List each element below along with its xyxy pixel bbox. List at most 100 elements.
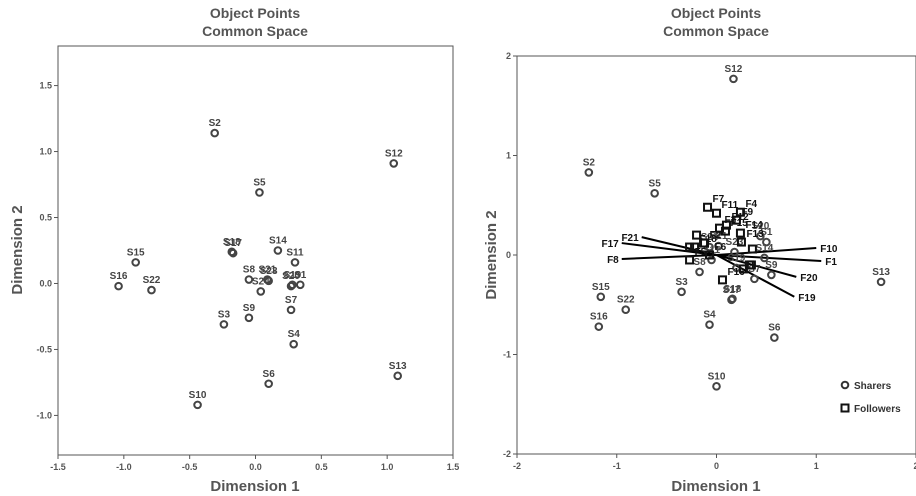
right-chart-title-line1: Object Points [671, 5, 761, 21]
sharer-point-label: S6 [768, 323, 781, 334]
sharer-point-marker [730, 247, 739, 257]
follower-point-label: F6 [715, 242, 727, 253]
follower-point-label: F3 [724, 215, 736, 226]
left-point-label: S9 [243, 303, 256, 314]
left-point-marker [256, 287, 266, 296]
follower-vector-label: F8 [607, 255, 619, 266]
left-point-marker [147, 285, 156, 295]
follower-point-label: F11 [722, 200, 739, 211]
follower-point-marker [712, 208, 721, 218]
right-x-ticks: -2 -1 0 1 2 [513, 454, 916, 471]
left-point-label: S5 [253, 177, 266, 188]
left-y-tick-label: -1.0 [36, 410, 52, 420]
left-point-label: S17 [224, 238, 242, 249]
follower-point-label: F5 [695, 247, 707, 258]
follower-point-label: F7 [713, 194, 725, 205]
left-point-marker [286, 281, 296, 291]
follower-point-label: F2 [710, 230, 722, 241]
sharer-point-label: S4 [703, 310, 716, 321]
left-y-tick-label: 1.5 [39, 81, 52, 91]
sharer-point-label: S8 [693, 257, 706, 268]
left-point-label: S8 [243, 265, 256, 276]
sharer-point-marker [712, 382, 721, 391]
follower-point-marker [747, 244, 757, 254]
left-point-marker [273, 246, 283, 255]
left-point-label: S11 [286, 247, 304, 258]
follower-point-label: F15 [730, 218, 748, 229]
left-point-label: S15 [127, 247, 145, 258]
sharer-point-label: S23 [726, 237, 744, 248]
follower-point-marker [685, 255, 695, 265]
left-point-label: S21 [258, 265, 276, 276]
left-point-label: S6 [263, 369, 276, 380]
right-y-tick-label: -1 [503, 350, 511, 360]
left-point-marker [244, 313, 254, 323]
follower-vector-label: F17 [602, 239, 620, 250]
left-x-tick-label: 1.5 [447, 462, 460, 472]
sharer-point-label: S19 [728, 253, 746, 264]
sharer-point-marker [594, 322, 604, 331]
sharer-point-label: S24 [701, 232, 719, 243]
right-chart: Object Points Common Space -2 -1 0 1 2 -2 -1 0… [483, 5, 916, 495]
sharer-point-marker [584, 168, 594, 177]
sharer-point-label: S20 [751, 221, 769, 232]
left-point-label: S23 [260, 266, 278, 277]
left-point-marker [393, 371, 403, 381]
left-x-tick-label: -0.5 [182, 462, 198, 472]
sharer-point-marker [729, 74, 738, 84]
sharer-point-marker [876, 277, 886, 287]
left-point-marker [210, 128, 219, 138]
follower-point-label: F16 [727, 267, 745, 278]
left-point-label: S20 [282, 271, 300, 282]
sharer-point-marker [677, 287, 686, 297]
sharer-point-label: S3 [675, 277, 688, 288]
follower-point-marker [735, 228, 745, 238]
follower-point-marker [744, 260, 754, 270]
sharer-point-label: S18 [724, 284, 742, 295]
right-x-tick-label: -2 [513, 461, 521, 471]
left-point-label: S16 [110, 271, 128, 282]
right-y-tick-label: 1 [506, 151, 511, 161]
follower-vector-label: F10 [820, 244, 838, 255]
left-point-marker [264, 379, 273, 389]
left-y-tick-label: 0.0 [39, 278, 52, 288]
right-x-tick-label: 2 [913, 461, 916, 471]
sharer-point-marker [760, 253, 769, 263]
legend: Sharers Followers [840, 380, 901, 415]
left-point-marker [131, 258, 140, 267]
left-points: S1 S2 S3 S4 S5 S6 S7 S8 S9 S10 S11 S12 S13 S14 S15 S16 S… [110, 118, 407, 410]
sharer-point-marker [762, 237, 771, 247]
follower-point-label: F9 [741, 207, 753, 218]
left-x-ticks: -1.5 -1.0 -0.5 0.0 0.5 1.0 1.5 [50, 455, 459, 472]
left-point-label: S24 [252, 276, 270, 287]
sharer-point-marker [596, 292, 606, 302]
left-chart-title-line1: Object Points [210, 5, 300, 21]
left-point-label: S12 [385, 148, 403, 159]
left-point-marker [227, 247, 237, 257]
left-x-tick-label: -1.0 [116, 462, 132, 472]
follower-point-marker [736, 237, 746, 247]
follower-point-marker [699, 238, 709, 248]
left-point-label: S2 [209, 118, 222, 129]
follower-point-marker [717, 275, 727, 285]
left-x-axis-label: Dimension 1 [210, 478, 299, 495]
follower-point-label: F12 [731, 212, 749, 223]
follower-point-label: F18 [700, 234, 718, 245]
right-x-tick-label: 1 [814, 461, 819, 471]
follower-vector-label: F1 [825, 257, 837, 268]
sharer-point-label: S10 [708, 371, 726, 382]
legend-followers-marker [840, 403, 850, 413]
left-point-marker [289, 339, 298, 349]
left-x-tick-label: 1.0 [381, 462, 394, 472]
sharer-point-marker [756, 231, 765, 241]
follower-point-marker [703, 202, 713, 212]
follower-vector-line [621, 254, 717, 260]
legend-sharers-label: Sharers [854, 381, 892, 392]
sharer-point-marker [695, 267, 704, 277]
follower-point-marker [731, 215, 741, 225]
left-point-label: S10 [189, 390, 207, 401]
left-point-marker [263, 275, 272, 284]
follower-point-label: F13 [746, 229, 764, 240]
